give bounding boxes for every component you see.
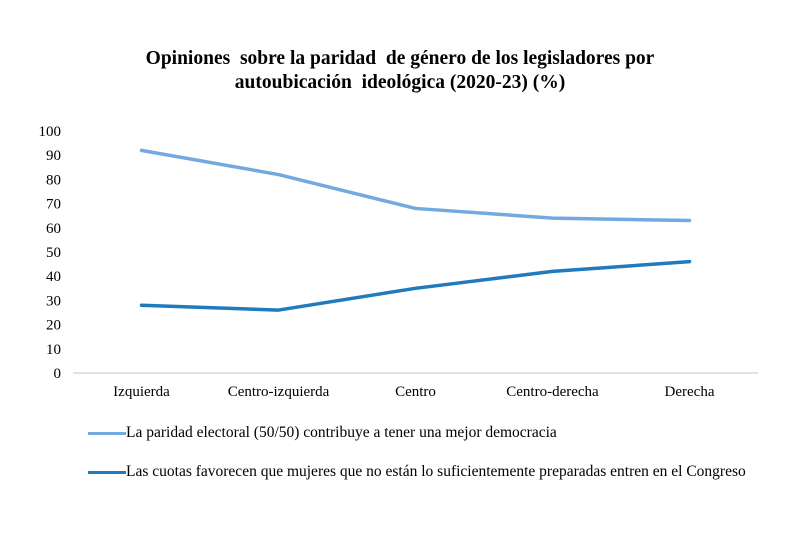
legend-label-paridad: La paridad electoral (50/50) contribuye … [126,424,557,441]
x-tick-label: Izquierda [113,384,170,400]
y-tick-label: 40 [46,269,61,285]
y-tick-label: 70 [46,197,61,213]
legend: La paridad electoral (50/50) contribuye … [88,423,748,501]
y-tick-label: 20 [46,318,61,334]
legend-swatch-paridad [88,432,126,435]
x-tick-label: Derecha [665,384,715,400]
chart-title: Opiniones sobre la paridad de género de … [0,47,800,95]
y-tick-label: 90 [46,148,61,164]
y-tick-label: 80 [46,172,61,188]
legend-item-cuotas: Las cuotas favorecen que mujeres que no … [88,462,748,482]
chart-title-line-2: autoubicación ideológica (2020-23) (%) [234,72,566,93]
x-tick-label: Centro-derecha [506,384,599,400]
y-tick-label: 30 [46,293,61,309]
legend-label-cuotas: Las cuotas favorecen que mujeres que no … [126,463,746,480]
x-tick-label: Centro-izquierda [228,384,330,400]
x-tick-label: Centro [395,384,436,400]
y-axis: 0 10 20 30 40 50 60 70 80 90 100 [39,124,62,382]
series-group [139,148,692,312]
series-line-0 [139,148,692,223]
y-tick-label: 50 [46,245,61,261]
legend-swatch-cuotas [88,471,126,474]
y-tick-label: 100 [39,124,62,140]
series-line-1 [139,259,692,312]
chart-title-line-1: Opiniones sobre la paridad de género de … [145,48,655,69]
x-axis: Izquierda Centro-izquierda Centro Centro-de… [113,384,715,400]
y-tick-label: 10 [46,342,61,358]
y-tick-label: 0 [54,366,62,382]
y-tick-label: 60 [46,221,61,237]
legend-item-paridad: La paridad electoral (50/50) contribuye … [88,423,748,443]
